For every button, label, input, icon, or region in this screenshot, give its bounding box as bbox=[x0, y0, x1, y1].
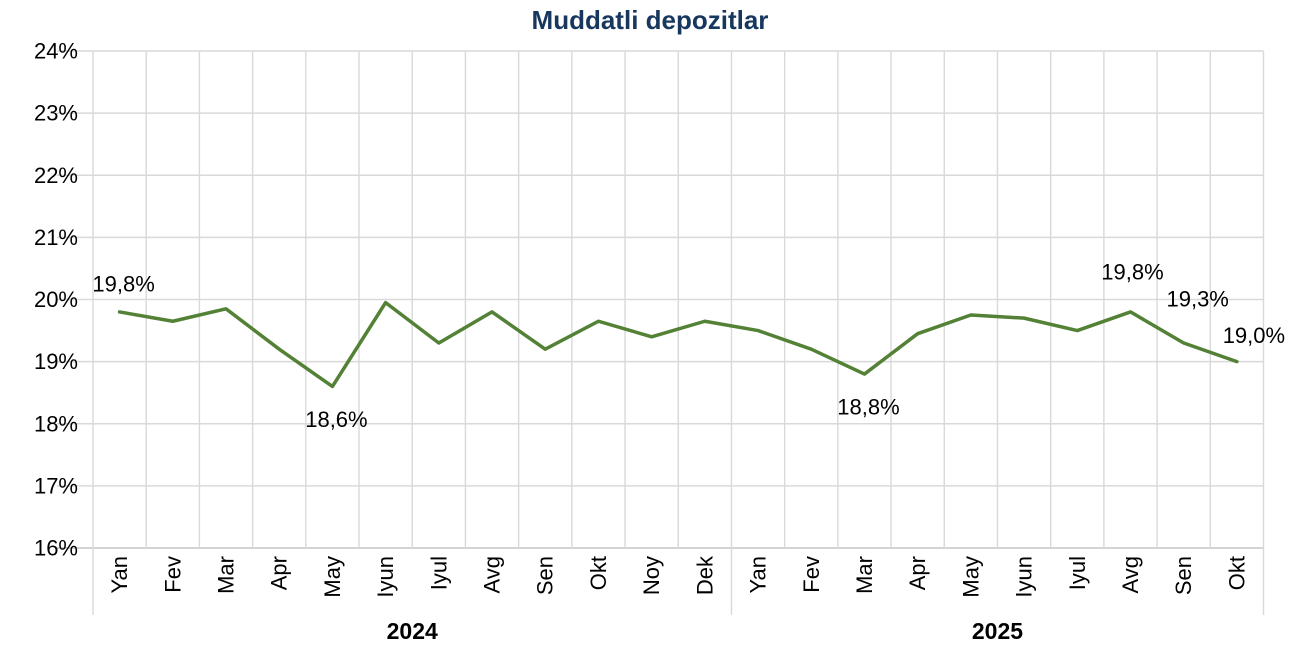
month-label: Noy bbox=[639, 556, 664, 595]
data-point-label: 18,8% bbox=[837, 395, 899, 420]
data-point-label: 19,8% bbox=[1101, 259, 1163, 284]
month-label: Yan bbox=[746, 556, 771, 594]
y-tick-label: 20% bbox=[34, 287, 78, 312]
month-label: Iyun bbox=[373, 556, 398, 598]
year-label: 2025 bbox=[972, 618, 1023, 644]
chart-title: Muddatli depozitlar bbox=[532, 5, 769, 35]
y-tick-label: 22% bbox=[34, 163, 78, 188]
month-label: Sen bbox=[1171, 556, 1196, 595]
year-label: 2024 bbox=[387, 618, 438, 644]
data-point-label: 19,3% bbox=[1166, 286, 1228, 311]
y-tick-label: 21% bbox=[34, 225, 78, 250]
data-point-label: 18,6% bbox=[305, 407, 367, 432]
y-tick-label: 23% bbox=[34, 101, 78, 126]
year-labels: 2024 2025 bbox=[387, 618, 1024, 644]
month-label: Yan bbox=[107, 556, 132, 594]
month-label: Mar bbox=[214, 556, 239, 594]
y-tick-label: 24% bbox=[34, 39, 78, 64]
month-label: Avg bbox=[1118, 556, 1143, 594]
month-label: Dek bbox=[692, 555, 717, 595]
month-label: Okt bbox=[1224, 556, 1249, 590]
month-labels: Yan Fev Mar Apr May Iyun Iyul Avg Sen Okt Noy Dek Ya… bbox=[107, 555, 1249, 598]
vertical-gridlines bbox=[92, 51, 1265, 548]
month-label: Apr bbox=[267, 556, 292, 590]
y-tick-label: 18% bbox=[34, 411, 78, 436]
y-tick-label: 19% bbox=[34, 349, 78, 374]
y-tick-label: 17% bbox=[34, 473, 78, 498]
data-point-label: 19,0% bbox=[1223, 323, 1285, 348]
month-label: May bbox=[320, 556, 345, 598]
month-label: May bbox=[958, 556, 983, 598]
month-label: Fev bbox=[160, 556, 185, 593]
month-label: Sen bbox=[533, 556, 558, 595]
horizontal-gridlines bbox=[57, 50, 1264, 549]
deposit-rate-line bbox=[117, 300, 1239, 389]
month-label: Avg bbox=[480, 556, 505, 594]
year-separators bbox=[92, 548, 1265, 615]
month-label: Iyun bbox=[1012, 556, 1037, 598]
month-label: Mar bbox=[852, 556, 877, 594]
month-label: Fev bbox=[799, 556, 824, 593]
y-tick-label: 16% bbox=[34, 536, 78, 561]
month-label: Iyul bbox=[1065, 556, 1090, 590]
month-label: Okt bbox=[586, 556, 611, 590]
series-lines bbox=[117, 300, 1239, 389]
month-label: Apr bbox=[905, 556, 930, 590]
month-label: Iyul bbox=[426, 556, 451, 590]
data-labels: 19,8%18,6% 18,8%19,8%19,3%19,0% bbox=[92, 259, 1285, 432]
y-axis-labels: 24% 23% 22% 21% 20% 19% 18% 17% 16% bbox=[34, 39, 78, 561]
data-point-label: 19,8% bbox=[92, 271, 154, 296]
